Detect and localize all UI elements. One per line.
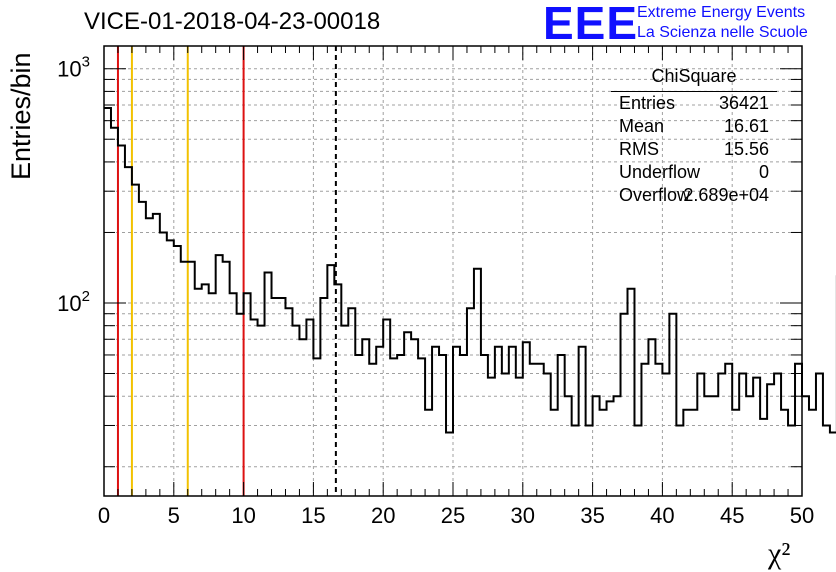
logo-line-2: La Scienza nelle Scuole (637, 24, 808, 41)
stats-header: ChiSquare (651, 66, 737, 86)
x-tick-label: 5 (168, 503, 180, 528)
x-tick-label: 40 (650, 503, 674, 528)
y-tick-exponent: 2 (82, 288, 90, 305)
y-tick-label: 103 (57, 54, 90, 82)
histogram-steps (104, 106, 836, 434)
x-tick-label: 25 (441, 503, 465, 528)
x-axis-label: χ² (768, 537, 791, 570)
stats-name: Mean (619, 116, 665, 136)
x-tick-label: 20 (371, 503, 395, 528)
stats-row-underflow: Underflow 0 (619, 162, 769, 186)
stats-row-overflow: Overflow 2.689e+04 (619, 185, 769, 209)
stats-divider (611, 91, 777, 92)
stats-row-rms: RMS 15.56 (619, 139, 769, 163)
x-tick-label: 35 (580, 503, 604, 528)
x-axis-ticks: 0 5 10 15 20 25 30 35 40 45 50 (98, 46, 814, 528)
eee-logo: EEE (543, 0, 639, 49)
x-tick-label: 10 (231, 503, 255, 528)
stats-name: Overflow (619, 185, 691, 205)
stats-value: 2.689e+04 (683, 185, 769, 205)
stats-value: 16.61 (723, 116, 769, 136)
x-tick-label: 0 (98, 503, 110, 528)
x-tick-label: 45 (720, 503, 744, 528)
y-tick-base: 10 (57, 291, 81, 316)
stats-name: RMS (619, 139, 659, 159)
stats-value: 15.56 (723, 139, 769, 159)
y-tick-base: 10 (57, 57, 81, 82)
stats-name: Underflow (619, 162, 701, 182)
logo-line-1: Extreme Energy Events (637, 4, 806, 21)
x-tick-label: 15 (301, 503, 325, 528)
stats-value: 0 (758, 162, 769, 182)
stats-row-entries: Entries 36421 (619, 93, 769, 117)
x-tick-label: 30 (511, 503, 535, 528)
chart-title: VICE-01-2018-04-23-00018 (84, 8, 381, 35)
y-tick-label: 102 (57, 288, 90, 316)
y-axis-label: Entries/bin (6, 52, 36, 180)
stats-value: 36421 (718, 93, 769, 113)
x-tick-label: 50 (790, 503, 814, 528)
stats-name: Entries (619, 93, 676, 113)
stats-box: ChiSquare Entries 36421 Mean 16.61 RMS 1… (611, 66, 777, 212)
y-tick-exponent: 3 (82, 54, 90, 71)
stats-row-mean: Mean 16.61 (619, 116, 769, 140)
reference-lines (116, 46, 337, 496)
